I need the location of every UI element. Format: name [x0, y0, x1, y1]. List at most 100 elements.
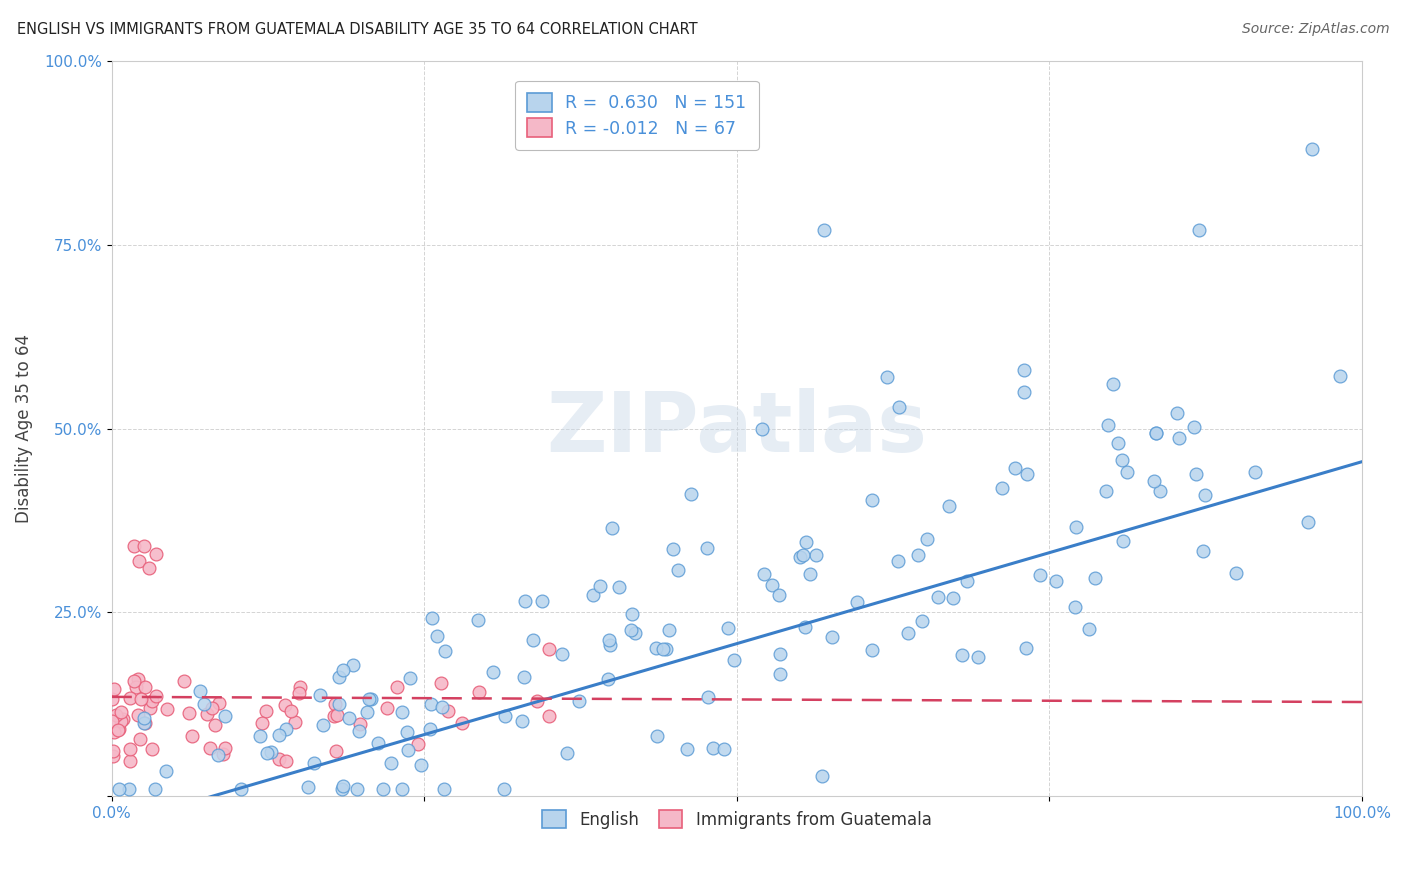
Point [138, 561, 160, 575]
Point [132, 715, 155, 730]
Point [177, 706, 200, 721]
Point [568, 694, 591, 708]
Point [1244, 465, 1267, 479]
Point [991, 481, 1014, 495]
Point [510, 714, 533, 728]
Point [1225, 566, 1247, 581]
Point [188, 683, 211, 698]
Point [276, 722, 298, 736]
Point [426, 629, 449, 643]
Point [717, 621, 740, 635]
Point [391, 705, 413, 719]
Point [430, 676, 453, 690]
Point [1028, 567, 1050, 582]
Point [371, 781, 394, 796]
Point [110, 705, 132, 719]
Point [323, 708, 346, 723]
Point [103, 725, 125, 739]
Point [887, 554, 910, 568]
Point [433, 781, 456, 796]
Point [1329, 369, 1351, 384]
Point [308, 688, 330, 702]
Point [349, 716, 371, 731]
Point [200, 740, 222, 755]
Point [792, 549, 814, 563]
Point [1107, 436, 1129, 450]
Point [375, 701, 398, 715]
Point [607, 580, 630, 594]
Point [297, 780, 319, 795]
Point [260, 745, 283, 759]
Point [134, 680, 156, 694]
Point [1143, 475, 1166, 489]
Point [821, 630, 844, 644]
Point [752, 567, 775, 582]
Point [1004, 461, 1026, 475]
Text: ENGLISH VS IMMIGRANTS FROM GUATEMALA DISABILITY AGE 35 TO 64 CORRELATION CHART: ENGLISH VS IMMIGRANTS FROM GUATEMALA DIS… [17, 22, 697, 37]
Point [526, 693, 548, 707]
Point [1188, 223, 1211, 237]
Point [696, 690, 718, 705]
Point [385, 680, 408, 694]
Point [125, 680, 148, 694]
Point [420, 611, 443, 625]
Point [419, 722, 441, 736]
Point [952, 648, 974, 663]
Point [1301, 142, 1323, 156]
Point [101, 692, 124, 706]
Point [942, 591, 965, 606]
Point [598, 632, 620, 647]
Point [813, 223, 835, 237]
Text: ZIPatlas: ZIPatlas [547, 388, 928, 469]
Point [907, 548, 929, 562]
Point [661, 542, 683, 557]
Point [103, 682, 125, 697]
Point [467, 685, 489, 699]
Point [256, 747, 278, 761]
Point [679, 487, 702, 501]
Point [250, 715, 273, 730]
Point [696, 541, 718, 555]
Point [1182, 420, 1205, 434]
Point [1144, 425, 1167, 440]
Point [111, 713, 134, 727]
Point [645, 729, 668, 743]
Point [269, 728, 291, 742]
Point [804, 548, 827, 562]
Point [101, 714, 124, 728]
Point [302, 756, 325, 770]
Point [494, 708, 516, 723]
Point [360, 691, 382, 706]
Point [323, 697, 346, 711]
Point [522, 633, 544, 648]
Point [104, 707, 127, 722]
Point [467, 613, 489, 627]
Point [1149, 484, 1171, 499]
Point [356, 706, 378, 720]
Point [436, 704, 458, 718]
Point [1111, 453, 1133, 467]
Point [811, 769, 834, 783]
Point [599, 638, 621, 652]
Point [531, 594, 554, 608]
Point [141, 742, 163, 756]
Point [956, 574, 979, 588]
Point [794, 535, 817, 549]
Point [127, 672, 149, 686]
Point [927, 590, 949, 604]
Point [337, 711, 360, 725]
Point [789, 550, 811, 565]
Point [204, 718, 226, 732]
Point [274, 698, 297, 712]
Point [582, 588, 605, 602]
Point [860, 643, 883, 657]
Point [1184, 467, 1206, 481]
Point [143, 781, 166, 796]
Point [897, 625, 920, 640]
Legend: English, Immigrants from Guatemala: English, Immigrants from Guatemala [536, 804, 938, 836]
Point [915, 532, 938, 546]
Point [433, 644, 456, 658]
Point [124, 539, 146, 553]
Point [156, 702, 179, 716]
Point [141, 694, 163, 708]
